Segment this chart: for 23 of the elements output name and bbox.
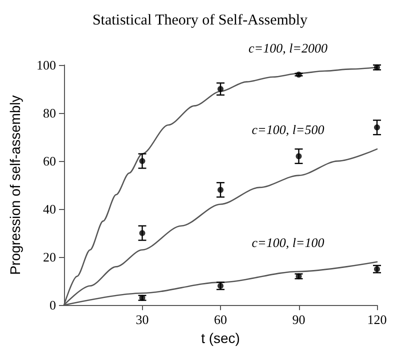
x-tick-label: 90 xyxy=(292,312,306,328)
series-label: c=100, l=100 xyxy=(252,234,325,250)
x-tick-label: 60 xyxy=(214,312,227,328)
point xyxy=(374,124,380,130)
y-tick-label: 60 xyxy=(43,154,56,169)
point xyxy=(218,186,224,193)
series-label: c=100, l=2000 xyxy=(248,40,328,56)
x-axis-title: t (sec) xyxy=(201,330,240,346)
y-tick-label: 80 xyxy=(43,106,56,121)
x-tick-label: 120 xyxy=(367,312,387,328)
text: c=100, l=500 xyxy=(252,122,325,138)
y-tick-label: 20 xyxy=(43,250,56,265)
y-axis-title: Progression of self-assembly xyxy=(7,95,23,275)
y-tick-label: 100 xyxy=(36,58,56,72)
x-tick-label: 30 xyxy=(136,312,149,328)
point xyxy=(139,158,146,164)
y-tick-label: 0 xyxy=(50,298,56,313)
chart-title: Statistical Theory of Self-Assembly xyxy=(92,12,308,28)
point xyxy=(296,153,302,160)
point xyxy=(218,86,224,92)
y-tick-label: 40 xyxy=(43,202,56,217)
point xyxy=(139,230,146,236)
point xyxy=(296,72,302,78)
